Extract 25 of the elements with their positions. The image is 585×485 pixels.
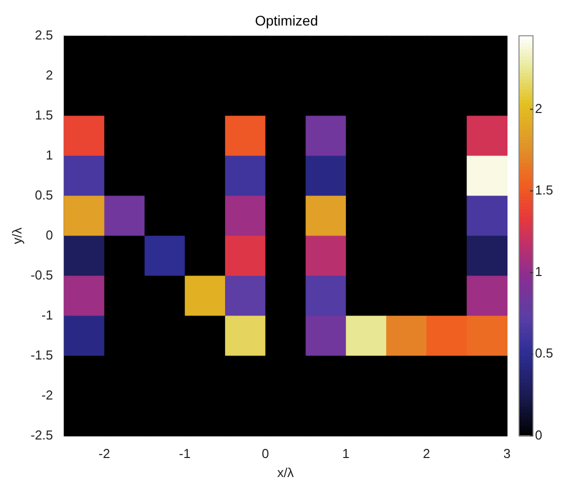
x-axis-title: x/λ — [277, 464, 294, 480]
y-tick-label: 0.5 — [34, 187, 53, 202]
x-tick-label: -2 — [98, 446, 110, 462]
y-tick-label: -2 — [41, 387, 53, 402]
y-axis-title: y/λ — [9, 227, 24, 244]
color-bar-label: 1 — [535, 264, 542, 280]
y-tick-label: -0.5 — [30, 267, 53, 282]
x-tick-label: 1 — [342, 446, 350, 462]
y-tick-label: 1 — [46, 147, 53, 162]
color-bar-label: 0 — [535, 427, 542, 442]
y-tick-label: 2.5 — [34, 27, 53, 42]
y-tick-label: -1.5 — [30, 347, 53, 362]
color-bar-label: 2 — [535, 100, 542, 116]
y-tick-label: 1.5 — [34, 107, 53, 122]
y-tick-label: -2.5 — [30, 427, 53, 442]
y-tick-label: -1 — [41, 307, 53, 322]
x-tick-label: 3 — [503, 446, 511, 462]
x-tick-label: -1 — [179, 446, 191, 462]
x-tick-label: 0 — [262, 446, 269, 462]
chart-title: Optimized — [254, 12, 318, 28]
y-tick-label: 2 — [46, 67, 53, 82]
color-bar-label: 1.5 — [535, 182, 554, 198]
color-bar-label: 0.5 — [535, 346, 554, 361]
y-tick-label: 0 — [46, 227, 53, 242]
x-tick-label: 2 — [422, 446, 430, 462]
